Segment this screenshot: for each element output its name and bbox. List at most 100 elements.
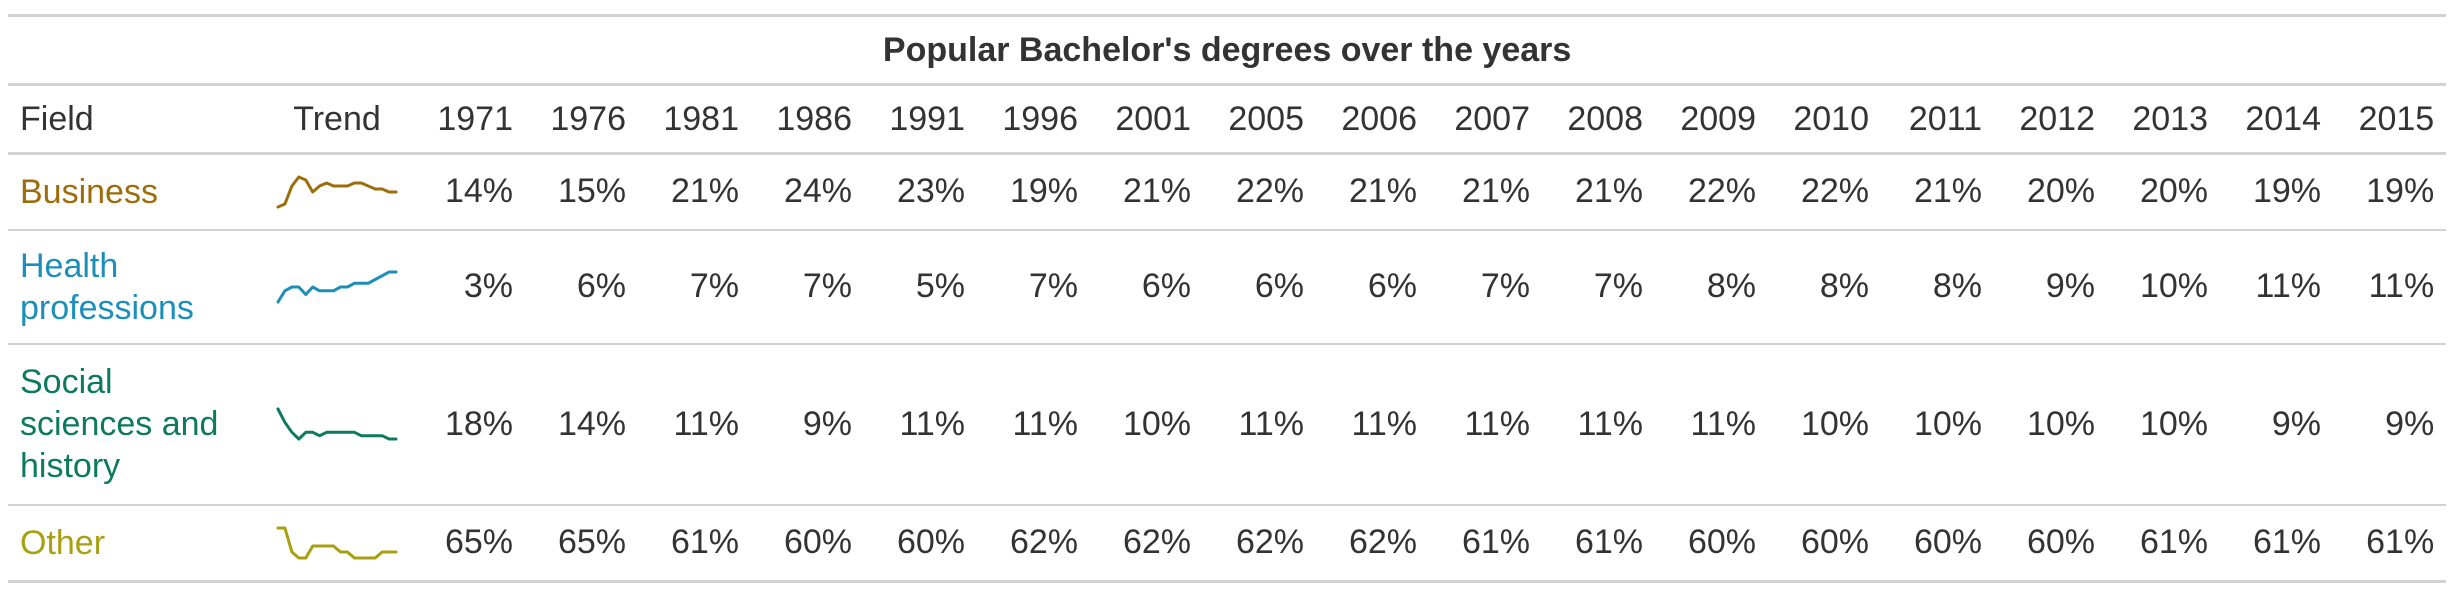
sparkline-line-social-sciences-and-history xyxy=(276,407,398,441)
sparkline-other xyxy=(276,526,398,560)
trend-cell-other xyxy=(262,505,412,582)
year-header-2007: 2007 xyxy=(1429,84,1542,155)
value-cell-business-2010: 22% xyxy=(1768,153,1881,231)
value-cell-other-2013: 61% xyxy=(2139,523,2208,562)
table-row-health-professions: Health professions 3% 6% 7% 7% 5% 7% 6% 6% 6% 7% 7%… xyxy=(8,229,2447,345)
year-header-2006: 2006 xyxy=(1316,84,1429,155)
value-cell-health-professions-1971: 3% xyxy=(412,229,525,345)
year-header-1976: 1976 xyxy=(525,84,638,155)
value-cell-other-2010: 60% xyxy=(1800,523,1869,562)
degrees-table: Popular Bachelor's degrees over the year… xyxy=(8,14,2447,583)
value-cell-health-professions-1986: 7% xyxy=(751,229,864,345)
value-cell-business-2009: 22% xyxy=(1655,153,1768,231)
table-row-other: Other 65% 65% 61% 60% 60% 62% 62% 62% 62% 61% 61% 60… xyxy=(8,505,2446,582)
value-cell-health-professions-1976: 6% xyxy=(525,229,638,345)
title-row: Popular Bachelor's degrees over the year… xyxy=(8,15,2447,86)
value-cell-business-1986: 24% xyxy=(751,153,864,231)
field-label-social-sciences-and-history: Social sciences and history xyxy=(8,343,262,506)
sparkline-business xyxy=(276,175,398,209)
value-cell-health-professions-2014: 11% xyxy=(2220,229,2333,345)
value-cell-social-sciences-and-history-1981: 11% xyxy=(638,343,751,506)
value-cell-social-sciences-and-history-2014: 9% xyxy=(2220,343,2333,506)
value-cell-health-professions-2010: 8% xyxy=(1768,229,1881,345)
sparkline-line-health-professions xyxy=(276,270,398,303)
value-cell-social-sciences-and-history-1986: 9% xyxy=(751,343,864,506)
value-cell-other-2001: 62% xyxy=(1122,523,1191,562)
value-cell-other-2015: 61% xyxy=(2366,523,2435,562)
value-cell-other-1986: 60% xyxy=(783,523,852,562)
year-header-2001: 2001 xyxy=(1090,84,1203,155)
value-cell-health-professions-2007: 7% xyxy=(1429,229,1542,345)
value-cell-health-professions-1981: 7% xyxy=(638,229,751,345)
value-cell-social-sciences-and-history-1976: 14% xyxy=(525,343,638,506)
year-header-1996: 1996 xyxy=(977,84,1090,155)
year-header-2015: 2015 xyxy=(2333,84,2447,155)
value-cell-other-2008: 61% xyxy=(1574,523,1643,562)
value-cell-social-sciences-and-history-1991: 11% xyxy=(864,343,977,506)
value-cell-other-2006: 62% xyxy=(1348,523,1417,562)
year-header-1986: 1986 xyxy=(751,84,864,155)
value-cell-other-2009: 60% xyxy=(1687,523,1756,562)
value-cell-other-1981: 61% xyxy=(670,523,739,562)
year-header-2014: 2014 xyxy=(2220,84,2333,155)
value-cell-other-2007: 61% xyxy=(1461,523,1530,562)
year-header-2013: 2013 xyxy=(2107,84,2220,155)
value-cell-other-2012: 60% xyxy=(2026,523,2095,562)
value-cell-other-1996: 62% xyxy=(1009,523,1078,562)
field-label-health-professions: Health professions xyxy=(8,229,262,345)
value-cell-health-professions-2013: 10% xyxy=(2107,229,2220,345)
sparkline-line-other xyxy=(276,526,398,560)
value-cell-business-1976: 15% xyxy=(525,153,638,231)
value-cell-business-1991: 23% xyxy=(864,153,977,231)
year-header-1981: 1981 xyxy=(638,84,751,155)
value-cell-other-1991: 60% xyxy=(896,523,965,562)
sparkline-line-business xyxy=(276,175,398,209)
table-body: Business 14% 15% 21% 24% 23% 19% 21% 22% 21% 21% 21… xyxy=(8,153,2447,582)
value-cell-business-1996: 19% xyxy=(977,153,1090,231)
value-cell-business-2001: 21% xyxy=(1090,153,1203,231)
table-row-social-sciences-and-history: Social sciences and history 18% 14% 11% 9% 11… xyxy=(8,343,2447,506)
value-cell-business-1971: 14% xyxy=(412,153,525,231)
value-cell-social-sciences-and-history-2001: 10% xyxy=(1090,343,1203,506)
value-cell-health-professions-2012: 9% xyxy=(1994,229,2107,345)
value-cell-business-2014: 19% xyxy=(2220,153,2333,231)
value-cell-social-sciences-and-history-2015: 9% xyxy=(2333,343,2447,506)
year-header-2010: 2010 xyxy=(1768,84,1881,155)
field-column-header: Field xyxy=(8,84,262,155)
value-cell-health-professions-2009: 8% xyxy=(1655,229,1768,345)
value-cell-social-sciences-and-history-1971: 18% xyxy=(412,343,525,506)
value-cell-business-2011: 21% xyxy=(1881,153,1994,231)
value-cell-business-1981: 21% xyxy=(638,153,751,231)
value-cell-health-professions-2015: 11% xyxy=(2333,229,2447,345)
value-cell-health-professions-2008: 7% xyxy=(1542,229,1655,345)
year-header-2012: 2012 xyxy=(1994,84,2107,155)
year-header-2005: 2005 xyxy=(1203,84,1316,155)
year-header-2008: 2008 xyxy=(1542,84,1655,155)
value-cell-health-professions-1996: 7% xyxy=(977,229,1090,345)
value-cell-business-2008: 21% xyxy=(1542,153,1655,231)
value-cell-other-2014: 61% xyxy=(2252,523,2321,562)
value-cell-social-sciences-and-history-2012: 10% xyxy=(1994,343,2107,506)
value-cell-other-2005: 62% xyxy=(1235,523,1304,562)
value-cell-other-1976: 65% xyxy=(557,523,626,562)
table-row-business: Business 14% 15% 21% 24% 23% 19% 21% 22% 21% 21% 21… xyxy=(8,153,2447,231)
value-cell-health-professions-2001: 6% xyxy=(1090,229,1203,345)
trend-cell-health-professions xyxy=(262,229,412,345)
table-title: Popular Bachelor's degrees over the year… xyxy=(8,15,2447,86)
value-cell-social-sciences-and-history-1996: 11% xyxy=(977,343,1090,506)
value-cell-business-2012: 20% xyxy=(1994,153,2107,231)
year-header-2011: 2011 xyxy=(1881,84,1994,155)
trend-column-header: Trend xyxy=(262,84,412,155)
value-cell-business-2005: 22% xyxy=(1203,153,1316,231)
year-header-2009: 2009 xyxy=(1655,84,1768,155)
value-cell-health-professions-2011: 8% xyxy=(1881,229,1994,345)
sparkline-social-sciences-and-history xyxy=(276,407,398,441)
value-cell-other-2011: 60% xyxy=(1913,523,1982,562)
value-cell-health-professions-2005: 6% xyxy=(1203,229,1316,345)
value-cell-social-sciences-and-history-2009: 11% xyxy=(1655,343,1768,506)
value-cell-business-2015: 19% xyxy=(2333,153,2447,231)
field-label-other: Other xyxy=(20,523,106,562)
value-cell-health-professions-1991: 5% xyxy=(864,229,977,345)
year-header-1971: 1971 xyxy=(412,84,525,155)
